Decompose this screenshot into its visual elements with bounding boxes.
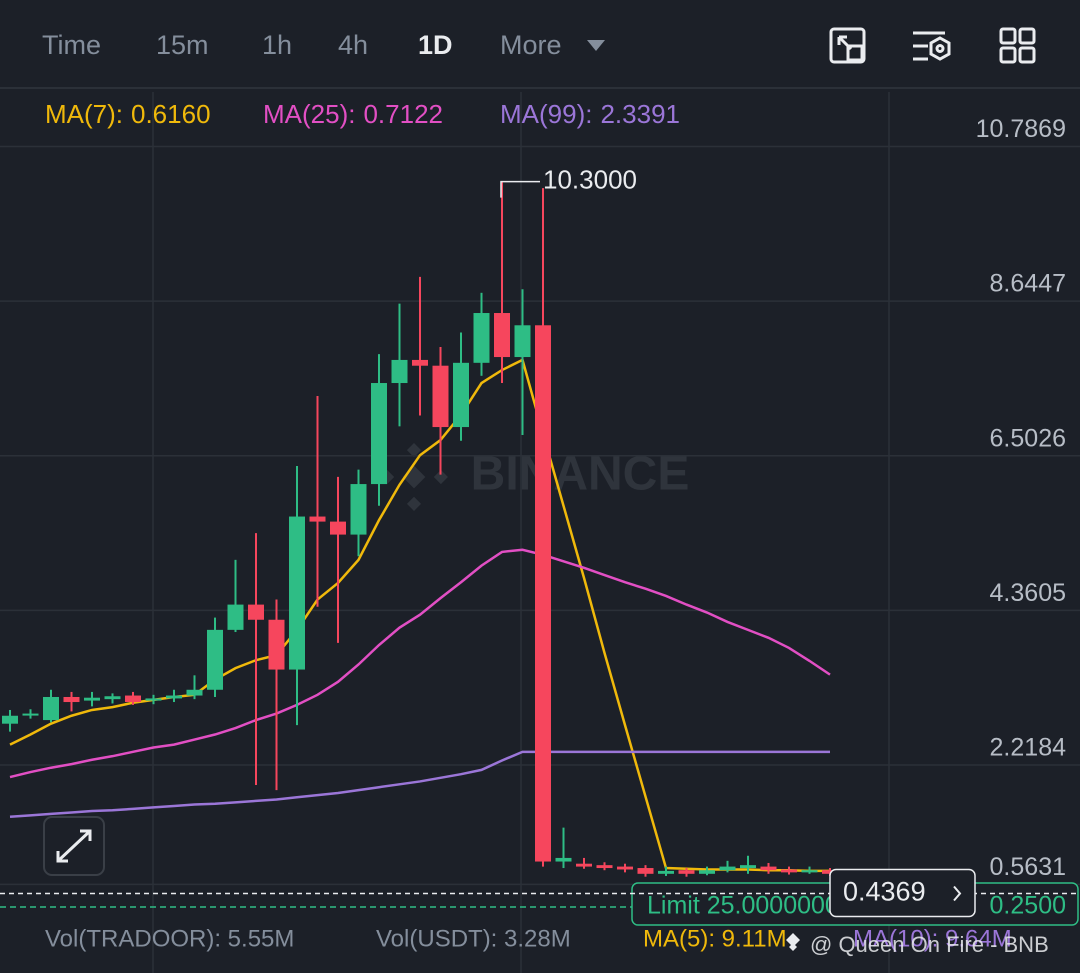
ma-legend: MA(7): 0.6160 MA(25): 0.7122 MA(99): 2.3391 (45, 99, 680, 129)
candle-body (207, 629, 223, 690)
candle-body (699, 870, 715, 874)
candle-body (555, 857, 572, 862)
y-tick-label: 0.5631 (990, 853, 1066, 881)
volume-label: MA(10): 9.64M (853, 925, 1012, 952)
credit: @ Queen On Fire - BNB (810, 932, 1049, 957)
limit-price: 0.2500 (990, 892, 1066, 920)
candle-body (432, 365, 449, 428)
candle-body (186, 689, 203, 696)
expand-button[interactable] (43, 816, 105, 876)
candle-body (330, 521, 346, 535)
candle-body (617, 866, 633, 870)
volume-label: Vol(USDT): 3.28M (376, 925, 571, 952)
watermark: BINANCE (471, 448, 690, 501)
ma-legend-entry: MA(7): 0.6160 (45, 99, 211, 129)
candle-body (289, 516, 305, 670)
candle-body (84, 697, 100, 701)
ma-legend-name: MA(99): (500, 99, 592, 129)
candle-body (453, 362, 469, 428)
more-arrow[interactable] (587, 40, 605, 51)
ma-line (9, 358, 830, 873)
ma-line (9, 750, 830, 819)
candle-body (391, 359, 408, 384)
candle-body (658, 870, 674, 874)
ma-legend-name: MA(25): (263, 99, 355, 129)
candle-body (678, 870, 695, 874)
footer: Vol(TRADOOR): 5.55M Vol(USDT): 3.28M MA(5)… (45, 925, 1049, 956)
candle-body (801, 870, 818, 873)
candle-body (514, 325, 531, 358)
candle-body (576, 863, 592, 867)
timeframe-tab[interactable]: Time (42, 30, 101, 60)
timeframe-tab[interactable]: 1h (262, 30, 292, 60)
limit-text: Limit 25.0000000 (647, 892, 839, 920)
y-tick-label: 2.2184 (990, 734, 1067, 762)
candle-body (822, 870, 838, 874)
candle-body (494, 313, 510, 358)
candle-body (412, 359, 428, 366)
max-label: 10.3000 (543, 165, 637, 195)
ma-lines (9, 358, 831, 873)
last-price-chevron (953, 885, 962, 902)
candle-body (2, 715, 18, 724)
ma-legend-entry: MA(99): 2.3391 (500, 99, 680, 129)
timeframe-tab[interactable]: 15m (156, 30, 209, 60)
candle-body (63, 696, 80, 703)
candle-body (371, 383, 387, 485)
candle-body (740, 865, 756, 869)
candle-body (309, 516, 326, 522)
candle-body (104, 696, 121, 700)
candle-body (125, 695, 141, 703)
settings-icon[interactable] (913, 31, 951, 61)
candle-body (145, 698, 162, 701)
candles (2, 181, 838, 877)
ma-legend-value: 0.6160 (131, 99, 211, 129)
max-marker (500, 180, 540, 198)
credit-logo (786, 933, 800, 951)
candle-body (268, 619, 285, 670)
candle-body (637, 868, 654, 874)
timeframe-tab[interactable]: 4h (338, 30, 368, 60)
candle-body (166, 695, 182, 699)
candle-body (596, 865, 613, 869)
last-price-box[interactable] (829, 868, 976, 918)
y-tick-label: 6.5026 (990, 424, 1066, 452)
candle-body (227, 604, 244, 630)
last-price-label: 0.4369 (843, 877, 926, 907)
ma-line (9, 548, 831, 779)
y-tick-label: 8.6447 (990, 270, 1066, 298)
candle-body (473, 313, 490, 363)
fullscreen-icon[interactable] (829, 27, 866, 64)
layout-icon[interactable] (999, 27, 1036, 64)
timeframe-tab[interactable]: 1D (418, 30, 453, 60)
candle-body (719, 866, 736, 871)
timeframe-tabs: Time 15m 1h 4h 1D More (42, 30, 562, 60)
volume-label: Vol(TRADOOR): 5.55M (45, 925, 294, 952)
candle-body (248, 604, 264, 620)
ma-legend-value: 0.7122 (363, 99, 443, 129)
candle-body (760, 866, 777, 871)
candle-body (22, 713, 39, 716)
candle-body (350, 484, 367, 535)
overlay: 10.3000 Limit 25.0000000 0.2500 0.4369 (0, 165, 1080, 926)
y-tick-label: 10.7869 (976, 115, 1066, 143)
candle-body (43, 696, 59, 721)
candle-body (535, 325, 551, 862)
ma-legend-entry: MA(25): 0.7122 (263, 99, 443, 129)
candle-body (781, 869, 797, 873)
y-tick-label: 4.3605 (990, 579, 1066, 607)
timeframe-tab[interactable]: More (500, 30, 562, 60)
ma-legend-value: 2.3391 (600, 99, 680, 129)
volume-label: MA(5): 9.11M (643, 925, 787, 952)
ma-legend-name: MA(7): (45, 99, 123, 129)
grid: 10.7869 8.6447 6.5026 4.3605 2.2184 0.5631 (0, 115, 1080, 886)
